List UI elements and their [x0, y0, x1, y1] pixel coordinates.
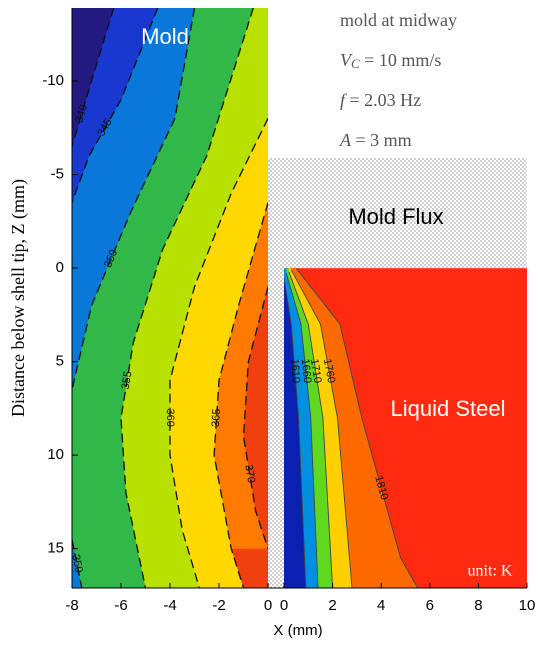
y-axis-label: Distance below shell tip, Z (mm)	[8, 179, 29, 417]
condition-symbol: V	[340, 50, 353, 70]
condition-symbol: f	[340, 90, 348, 110]
x-tick-label: 10	[519, 597, 536, 614]
contour-line	[285, 273, 319, 588]
y-tick-label: 5	[56, 353, 64, 370]
condition-symbol: A	[339, 130, 352, 150]
condition-subscript: C	[351, 56, 360, 71]
x-tick-label: -4	[163, 597, 176, 614]
y-tick-label: 15	[47, 540, 64, 557]
condition: A = 3 mm	[339, 130, 412, 150]
y-tick-label: 0	[56, 259, 64, 276]
contour-label: 365	[210, 408, 223, 427]
contour-band	[284, 268, 306, 588]
unit-label: unit: K	[468, 563, 513, 580]
contour-line	[72, 8, 115, 147]
contour-line	[284, 277, 307, 588]
contour-line	[120, 8, 254, 588]
contour-line	[290, 269, 353, 588]
contour-line	[72, 8, 196, 390]
condition-text: = 2.03 Hz	[345, 90, 421, 110]
contour-band	[72, 8, 114, 147]
contour-line	[242, 286, 268, 549]
condition: f = 2.03 Hz	[340, 90, 421, 110]
contour-line	[295, 268, 419, 588]
x-axis-label: X (mm)	[273, 622, 322, 639]
y-tick-label: -10	[42, 72, 64, 89]
condition-text: = 3 mm	[351, 130, 412, 150]
contour-label: 1660	[299, 358, 313, 384]
condition: mold at midway	[340, 10, 457, 30]
condition-text: mold at midway	[340, 10, 457, 30]
x-tick-label: 0	[280, 597, 288, 614]
contour-label: 1760	[321, 358, 337, 384]
contour-line	[169, 118, 268, 588]
y-tick-label: 10	[47, 446, 64, 463]
x-tick-label: 6	[426, 597, 434, 614]
mold-flux-region	[268, 157, 527, 269]
x-tick-label: -6	[114, 597, 127, 614]
gap-strip	[268, 268, 284, 588]
contour-label: 350	[69, 553, 84, 573]
x-tick-label: 0	[264, 597, 272, 614]
mold-flux-label: Mold Flux	[348, 204, 443, 229]
x-tick-label: 8	[474, 597, 482, 614]
contour-line	[72, 539, 83, 588]
contour-line	[288, 271, 334, 588]
x-tick-label: 4	[377, 597, 385, 614]
panel-title: Mold	[141, 24, 189, 49]
condition: VC = 10 mm/s	[340, 50, 441, 71]
contour-label: 360	[164, 409, 176, 427]
panel-title: Liquid Steel	[391, 396, 506, 421]
contour-label: 355	[120, 370, 135, 390]
contour-line	[72, 8, 159, 203]
x-tick-label: 2	[328, 597, 336, 614]
y-tick-label: -5	[51, 165, 64, 182]
x-tick-label: -2	[212, 597, 225, 614]
contour-line	[213, 202, 268, 588]
x-tick-label: -8	[65, 597, 78, 614]
contour-label: 370	[242, 464, 257, 484]
condition-text: = 10 mm/s	[360, 50, 442, 70]
contour-label: 340	[73, 103, 90, 124]
contour-label: 1610	[288, 358, 302, 383]
contour-label: 1710	[308, 358, 324, 384]
